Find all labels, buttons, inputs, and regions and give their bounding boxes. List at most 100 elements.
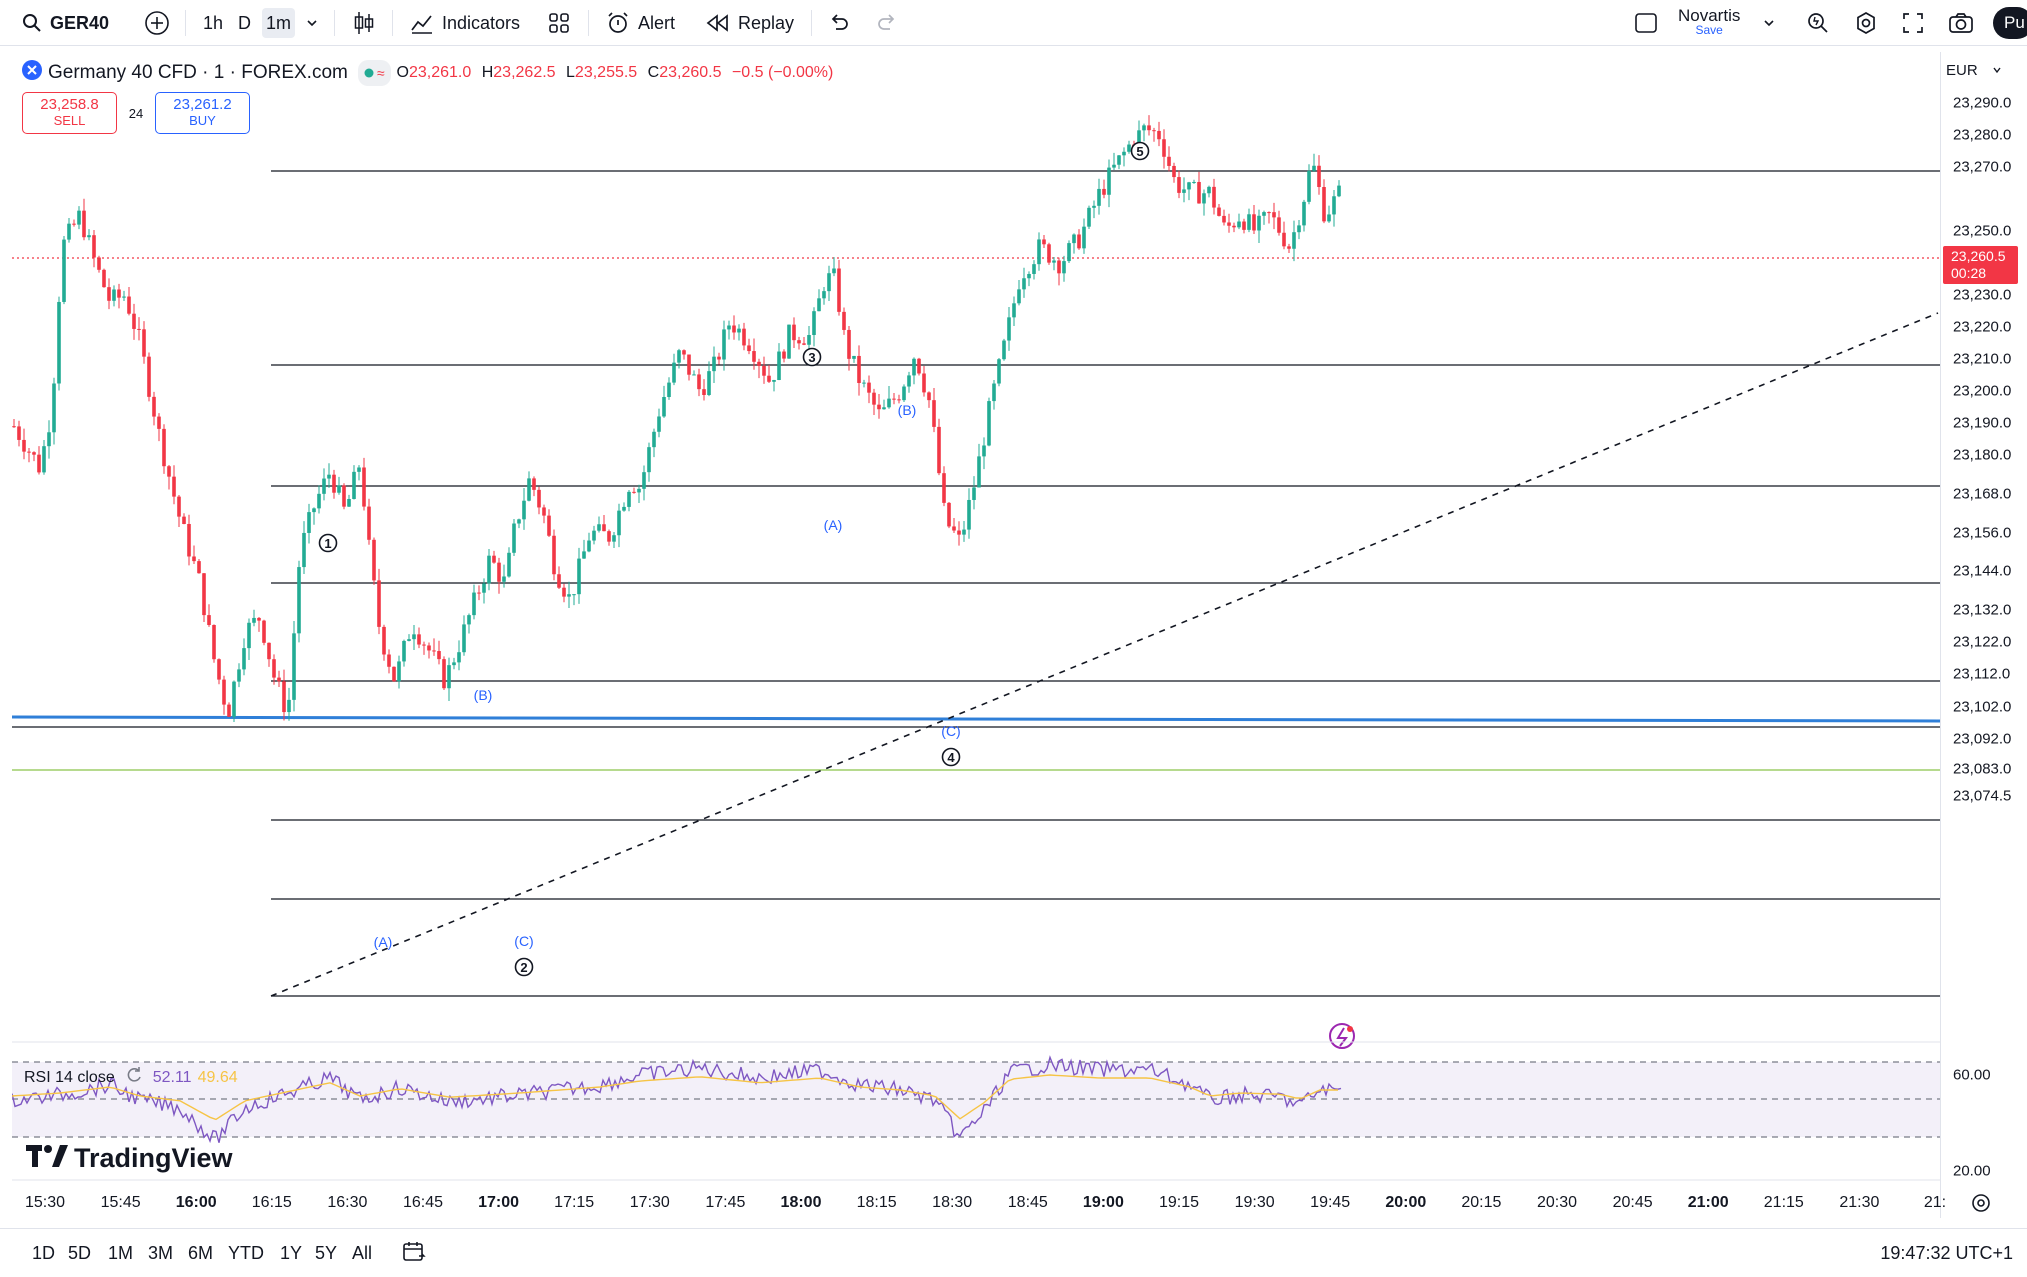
price-tick-label: 23,270.0 [1953,158,2012,176]
range-5d[interactable]: 5D [68,1243,92,1263]
candle-body [1027,273,1031,279]
quick-search-button[interactable] [1806,8,1830,38]
horizontal-levels[interactable] [12,170,1940,997]
exchange-logo-icon [22,60,42,86]
candle-body [567,594,571,597]
settings-button[interactable] [1854,8,1878,38]
price-tick-label: 23,200.0 [1953,382,2012,400]
indicators-button[interactable]: Indicators [410,8,520,38]
buy-button[interactable]: 23,261.2 BUY [155,92,250,134]
candle-body [1312,165,1316,171]
timeframe-dropdown[interactable] [305,8,319,38]
candle-body [927,392,931,401]
candle-body [767,375,771,382]
symbol-title[interactable]: Germany 40 CFD · 1 · FOREX.com [48,62,348,83]
range-5y[interactable]: 5Y [315,1243,338,1263]
candle-body [1037,239,1041,265]
price-tick-label: 23,156.0 [1953,524,2012,542]
candle-body [407,639,411,641]
candle-body [1092,205,1096,208]
candle-body [472,592,476,616]
currency-selector[interactable]: EUR [1946,62,2002,79]
candle-body [612,535,616,542]
alarm-clock-icon [606,11,630,35]
rsi-label[interactable]: RSI 14 close [24,1068,115,1086]
candle-body [32,452,36,455]
candle-body [277,677,281,682]
candle-body [532,478,536,490]
candle-body [1117,155,1121,165]
candle-body [1152,130,1156,132]
price-axis[interactable]: 23,290.023,280.023,270.023,250.023,240.0… [1940,52,2027,1218]
candle-body [222,679,226,705]
tradingview-logo-icon [26,1143,68,1174]
candle-body [847,329,851,359]
candle-body [477,592,481,594]
price-tick-label: 23,132.0 [1953,601,2012,619]
alert-button[interactable]: Alert [606,8,675,38]
publish-button[interactable]: Pu [1993,7,2027,39]
refresh-icon[interactable] [125,1066,143,1089]
subwave-label: (A) [374,934,393,950]
time-axis[interactable]: 15:30 15:45 16:00 16:15 16:30 16:45 17:00 17:15… [0,1188,1946,1218]
timeframe-1m[interactable]: 1m [262,8,296,38]
candle-body [1137,130,1141,149]
candle-body [1272,212,1276,218]
candle-body [1127,144,1131,152]
candle-body [1252,214,1256,231]
time-tick-label: 21:00 [1687,1194,1729,1211]
candle-body [237,669,241,682]
price-tick-label: 23,092.0 [1953,730,2012,748]
candle-body [502,576,506,582]
candle-body [17,426,21,440]
candle-body [287,699,291,713]
go-to-date-button[interactable] [402,1240,426,1269]
undo-button[interactable] [828,8,850,38]
search-icon [22,13,42,33]
templates-button[interactable] [548,8,570,38]
tradingview-logo[interactable]: TradingView [26,1143,233,1174]
candle-body [977,456,981,488]
sell-button[interactable]: 23,258.8 SELL [22,92,117,134]
compare-symbol-button[interactable] [144,8,170,38]
range-1m[interactable]: 1M [108,1243,134,1263]
axis-settings-button[interactable] [1970,1192,1992,1219]
range-6m[interactable]: 6M [188,1243,214,1263]
redo-button[interactable] [876,8,898,38]
range-1y[interactable]: 1Y [280,1243,303,1263]
layout-dropdown[interactable] [1762,8,1776,38]
candle-body [267,642,271,660]
layout-checkbox[interactable] [1634,8,1658,38]
time-tick-label: 18:15 [856,1194,897,1211]
clock[interactable]: 19:47:32 UTC+1 [1880,1243,2013,1263]
candle-body [297,567,301,634]
candle-body [647,447,651,473]
range-1d[interactable]: 1D [32,1243,56,1263]
candle-body [82,210,86,238]
snapshot-button[interactable] [1948,8,1974,38]
range-all[interactable]: All [352,1243,373,1263]
time-tick-label: 20:30 [1536,1194,1578,1211]
candle-body [147,356,151,397]
trend-line [270,312,1939,997]
replay-button[interactable]: Replay [706,8,794,38]
candle-body [227,704,231,717]
candle-body [1197,181,1201,204]
candle-body [1277,217,1281,233]
range-3m[interactable]: 3M [148,1243,174,1263]
chart-type-button[interactable] [352,8,376,38]
price-chart[interactable]: 1 2 3 4 5 (A) (B) (C) (A) (B) (C) [12,52,1940,1218]
candle-body [1122,151,1126,156]
candle-body [282,681,286,713]
layout-name-button[interactable]: Novartis Save [1678,7,1740,38]
candle-body [207,615,211,625]
range-ytd[interactable]: YTD [228,1243,264,1263]
time-tick-label: 18:45 [1007,1194,1048,1211]
market-status-badge[interactable]: ≈ [357,60,391,86]
candle-body [157,416,161,429]
timeframe-d[interactable]: D [238,12,251,33]
symbol-search[interactable]: GER40 [22,8,109,38]
timeframe-1h[interactable]: 1h [203,12,224,33]
candle-body [47,432,51,447]
fullscreen-button[interactable] [1902,8,1924,38]
